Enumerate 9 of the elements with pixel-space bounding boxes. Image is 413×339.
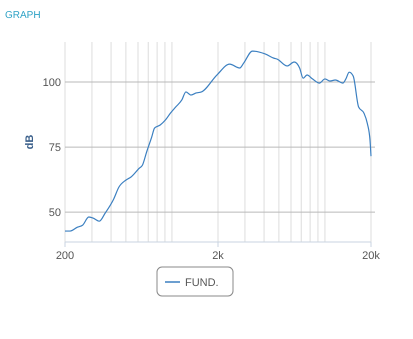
y-tick-label: 100 [42, 77, 61, 90]
x-tick-label: 20k [362, 250, 380, 262]
x-tick-label: 200 [56, 250, 74, 262]
legend-label: FUND. [185, 277, 219, 289]
y-tick-label: 75 [48, 142, 61, 154]
chart-title: GRAPH [5, 10, 41, 21]
x-tick-label: 2k [212, 250, 224, 262]
y-axis-title: dB [24, 134, 36, 150]
y-tick-label: 50 [48, 207, 61, 220]
